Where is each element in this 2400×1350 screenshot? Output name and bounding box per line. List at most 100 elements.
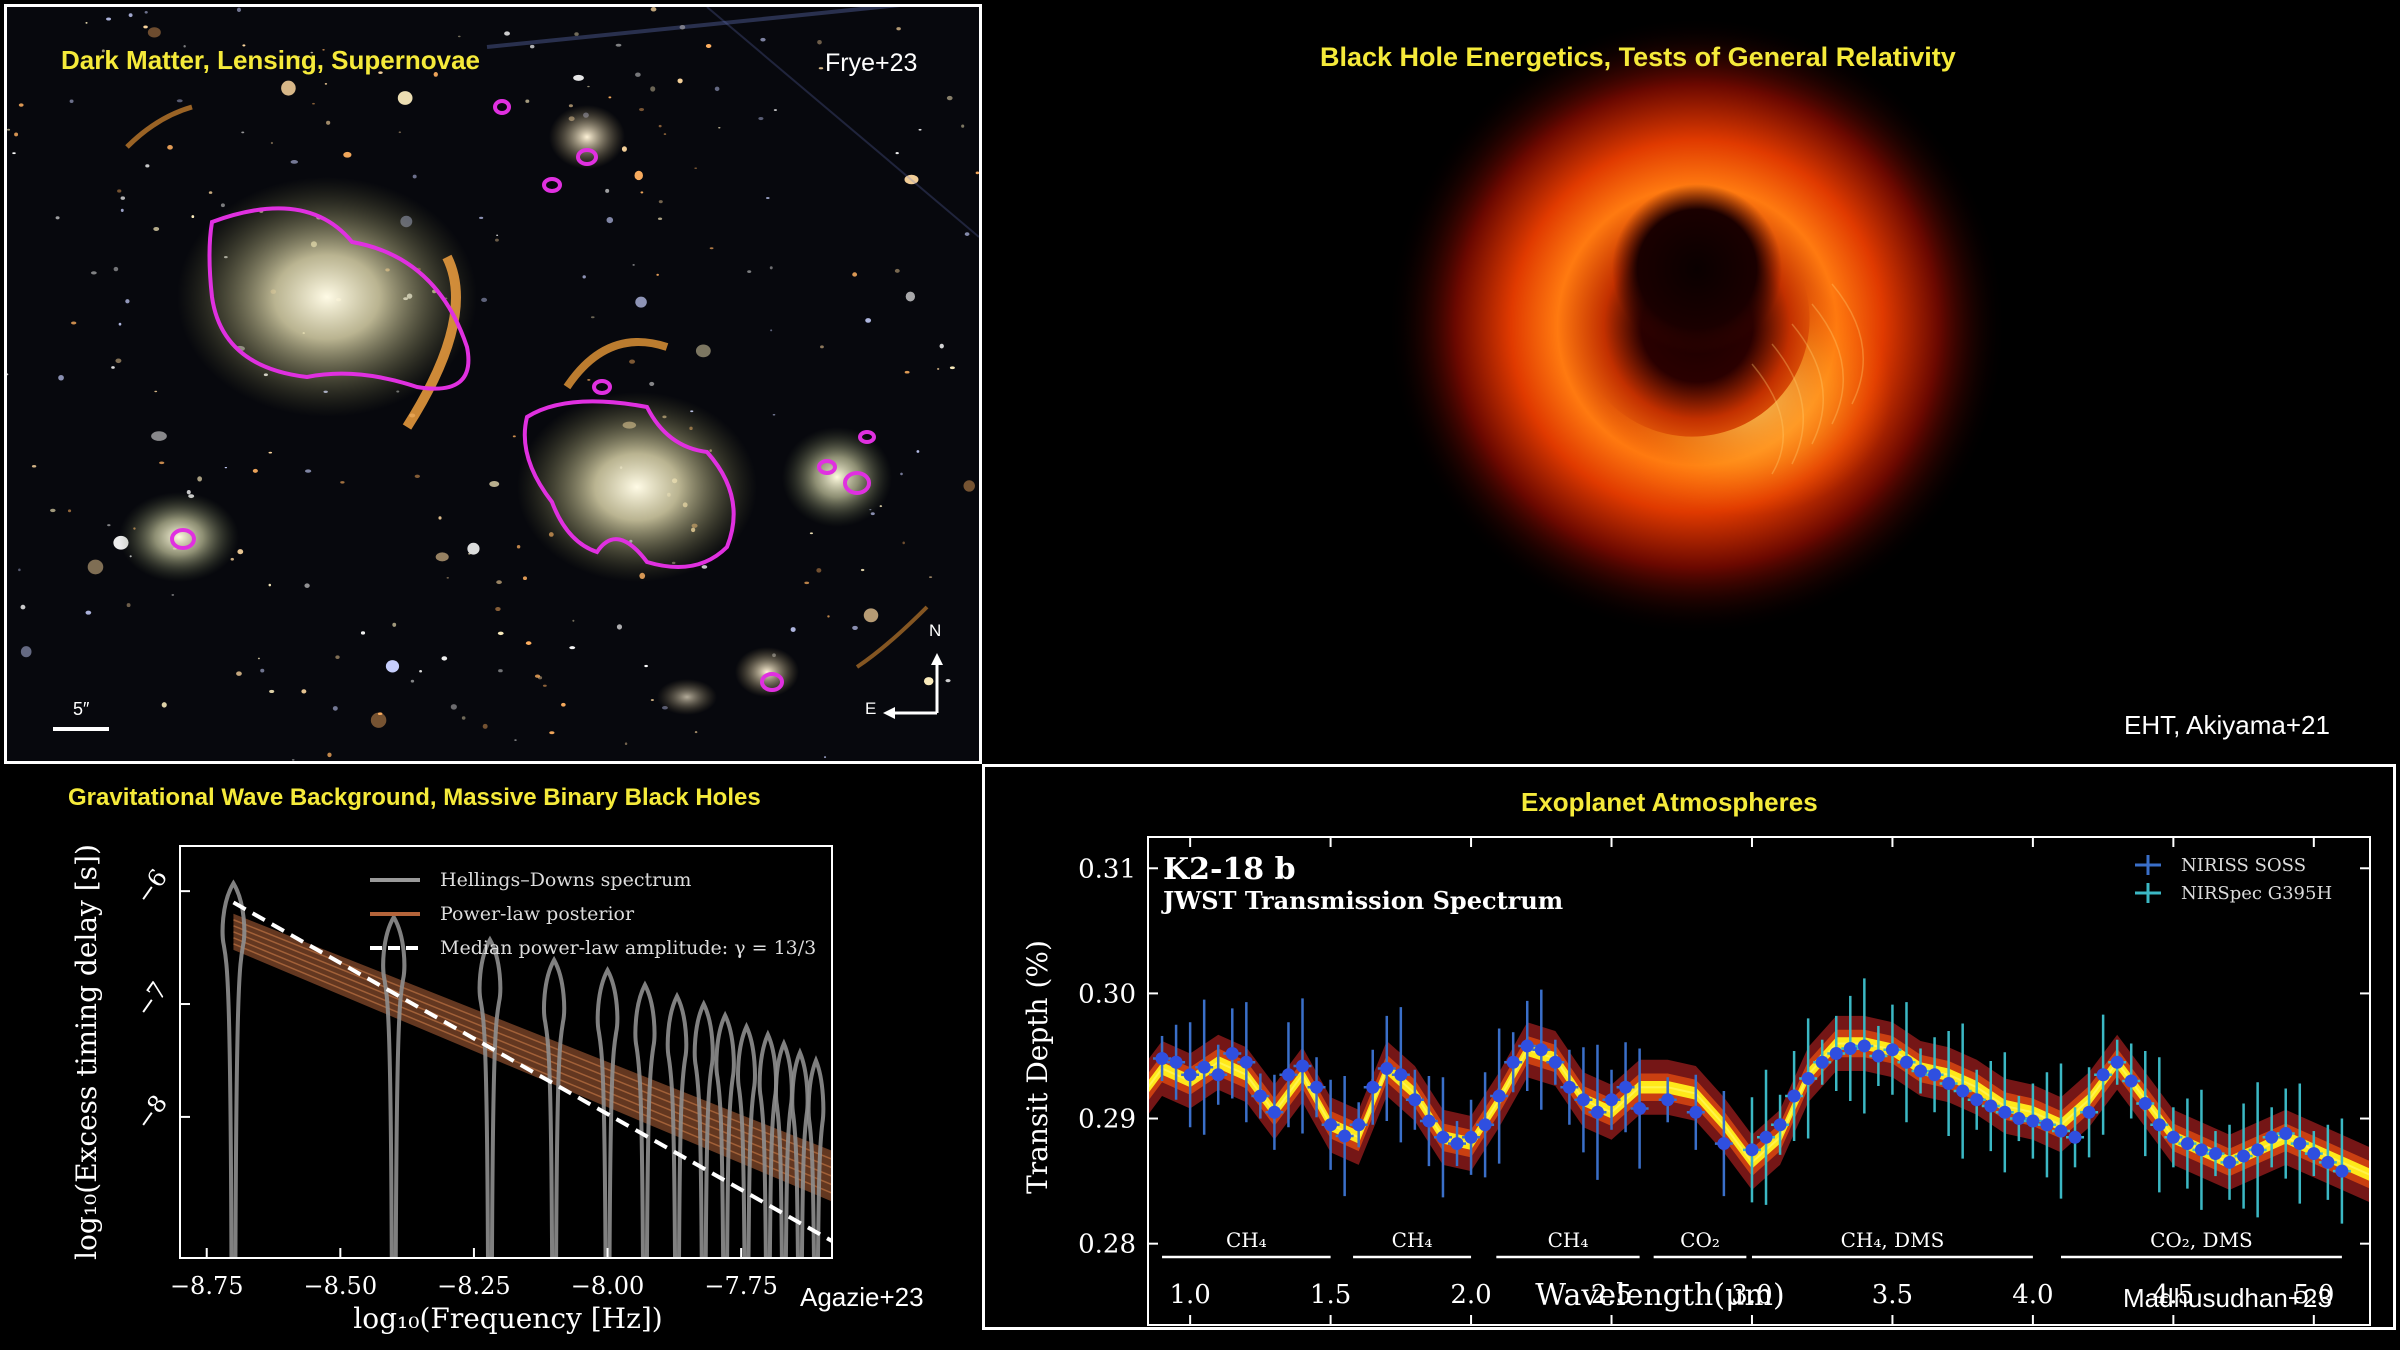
background-galaxy: [650, 699, 654, 701]
data-point: [2054, 1124, 2068, 1138]
data-point: [1211, 1068, 1225, 1082]
exoplanet-chart: 1.0 1.5 2.0 2.5 3.0 3.5 4.0 4.5 5.0 0.28 0.29 0.30 0…: [1021, 836, 2371, 1326]
background-galaxy: [804, 581, 810, 585]
x-tick-label: 4.5: [2153, 1280, 2194, 1310]
data-point: [1324, 1118, 1338, 1132]
background-galaxy: [392, 622, 397, 627]
data-point: [2040, 1118, 2054, 1132]
background-galaxy: [12, 152, 16, 155]
data-point: [1253, 1089, 1267, 1103]
violin: [633, 980, 657, 1258]
model-envelope-outer: [1148, 1015, 2370, 1203]
data-point: [1352, 1118, 1366, 1132]
blackhole-credit: EHT, Akiyama+21: [2124, 710, 2330, 740]
data-point: [1619, 1080, 1633, 1094]
background-galaxy: [573, 74, 584, 81]
background-galaxy: [18, 568, 21, 572]
background-galaxy: [107, 524, 111, 527]
violin: [736, 1021, 757, 1258]
background-galaxy: [587, 85, 590, 88]
background-galaxy: [301, 689, 307, 694]
background-galaxy: [758, 116, 764, 121]
posterior-line: [233, 925, 832, 1169]
data-point: [1998, 1105, 2012, 1119]
data-point: [2194, 1143, 2208, 1157]
data-point: [2082, 1105, 2096, 1119]
annotation-label: CH₄, DMS: [1841, 1228, 1945, 1252]
background-galaxy: [117, 189, 122, 193]
data-point: [1984, 1099, 1998, 1113]
data-point: [1661, 1093, 1675, 1107]
background-galaxy: [270, 141, 274, 145]
background-galaxy: [85, 21, 88, 24]
background-galaxy: [657, 217, 663, 221]
background-galaxy: [769, 266, 773, 270]
data-point: [1970, 1093, 1984, 1107]
background-galaxy: [852, 625, 858, 630]
background-galaxy: [916, 450, 920, 453]
annotation-label: CO₂: [1680, 1228, 1720, 1252]
data-point: [1857, 1039, 1871, 1053]
gw-legend: Hellings–Downs spectrum Power-law poster…: [370, 869, 816, 959]
data-point: [1197, 1060, 1211, 1074]
data-point: [1759, 1130, 1773, 1144]
background-galaxy: [650, 7, 657, 12]
background-galaxy: [747, 270, 752, 273]
background-galaxy: [902, 541, 905, 545]
critical-curves: [170, 99, 876, 692]
background-galaxy: [176, 99, 183, 103]
background-galaxy: [694, 730, 698, 734]
data-point: [1408, 1093, 1422, 1107]
background-galaxy: [242, 44, 246, 47]
exo-legend-1: NIRSpec G395H: [2181, 883, 2332, 904]
background-galaxy: [946, 95, 953, 101]
background-galaxy: [525, 641, 532, 645]
background-galaxy: [410, 679, 415, 683]
background-galaxy: [760, 37, 766, 42]
background-galaxy: [145, 164, 150, 168]
x-tick-label: −8.25: [437, 1272, 511, 1300]
background-galaxy: [397, 91, 413, 105]
lensing-panel: Dark Matter, Lensing, Supernovae Frye+23…: [4, 4, 982, 764]
background-galaxy: [435, 552, 449, 562]
background-galaxy: [67, 509, 72, 513]
median-power-law-line: [232, 900, 832, 1243]
background-galaxy: [663, 133, 667, 135]
x-tick-label: −8.50: [304, 1272, 378, 1300]
background-galaxy: [635, 72, 641, 77]
background-galaxy: [31, 464, 37, 468]
data-point: [1478, 1118, 1492, 1132]
x-tick-label: −7.75: [704, 1272, 778, 1300]
background-galaxy: [147, 27, 161, 38]
background-galaxy: [961, 124, 965, 128]
data-point: [2293, 1137, 2307, 1151]
background-galaxy: [677, 78, 683, 84]
background-galaxy: [115, 358, 122, 364]
background-galaxy: [496, 580, 502, 585]
background-galaxy: [297, 55, 300, 59]
background-galaxy: [398, 131, 402, 134]
background-galaxy: [268, 451, 273, 454]
exo-legend-0: NIRISS SOSS: [2181, 855, 2306, 876]
data-point: [1914, 1064, 1928, 1078]
background-galaxy: [569, 646, 576, 650]
background-galaxy: [587, 378, 591, 381]
data-point: [1801, 1071, 1815, 1085]
background-galaxy: [574, 32, 579, 36]
background-galaxy: [658, 124, 662, 128]
background-galaxy: [644, 664, 648, 668]
background-galaxy: [542, 684, 547, 687]
background-galaxy: [159, 461, 165, 465]
background-galaxy: [378, 71, 383, 74]
gw-legend-1: Power-law posterior: [440, 903, 635, 925]
data-point: [1843, 1041, 1857, 1055]
background-galaxy: [572, 619, 575, 622]
background-galaxy: [495, 238, 499, 242]
background-galaxy: [220, 203, 225, 208]
background-galaxy: [694, 167, 698, 169]
background-galaxy: [658, 200, 663, 204]
gw-panel: Gravitational Wave Background, Massive B…: [0, 764, 982, 1350]
background-galaxy: [904, 370, 910, 374]
data-point: [1183, 1068, 1197, 1082]
background-galaxy: [963, 480, 975, 492]
